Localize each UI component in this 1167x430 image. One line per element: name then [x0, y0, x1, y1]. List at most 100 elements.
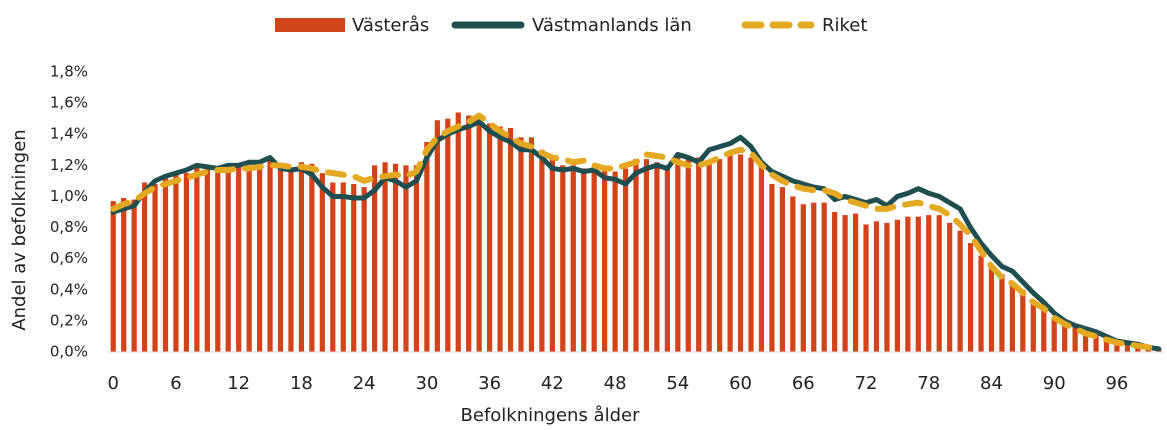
- line: [110, 112, 1162, 352]
- bar: [737, 154, 744, 352]
- bar: [403, 165, 409, 352]
- bar: [1030, 302, 1036, 352]
- y-tick-label: 0,0%: [50, 343, 88, 361]
- bar: [1041, 308, 1047, 352]
- bar: [852, 213, 859, 352]
- bar: [330, 182, 336, 352]
- bar: [570, 165, 576, 352]
- bar: [372, 165, 378, 352]
- bar: [173, 171, 179, 352]
- bar: [884, 222, 890, 352]
- y-tick-label: 1,0%: [50, 187, 88, 205]
- bar: [225, 168, 231, 352]
- bar: [1093, 333, 1099, 352]
- bar: [602, 165, 608, 352]
- bar: [497, 126, 503, 352]
- bar: [915, 216, 921, 352]
- bar: [800, 204, 806, 352]
- x-tick-label: 42: [541, 373, 564, 394]
- bar: [1051, 317, 1057, 352]
- bar: [162, 177, 169, 352]
- bar: [706, 162, 712, 352]
- bar: [413, 165, 420, 352]
- legend-label: Västerås: [352, 15, 429, 36]
- bar: [194, 165, 200, 352]
- x-tick-label: 90: [1043, 373, 1066, 394]
- bar: [110, 201, 116, 352]
- x-tick-label: 84: [980, 373, 1003, 394]
- bar: [549, 159, 555, 352]
- bar: [643, 159, 650, 352]
- bar: [999, 274, 1005, 352]
- bar: [309, 163, 315, 352]
- bar: [633, 159, 639, 352]
- bar: [821, 202, 827, 352]
- bar: [612, 171, 618, 352]
- x-tick-label: 0: [108, 373, 119, 394]
- bar: [967, 243, 974, 352]
- bar: [842, 215, 848, 352]
- x-tick-label: 24: [353, 373, 376, 394]
- bar: [1020, 289, 1026, 352]
- bar: [455, 112, 461, 352]
- bar: [267, 160, 273, 352]
- bar: [581, 168, 587, 352]
- bar: [779, 187, 785, 352]
- bar: [790, 196, 796, 352]
- x-tick-label: 66: [792, 373, 815, 394]
- x-tick-label: 30: [415, 373, 438, 394]
- bar: [685, 156, 691, 352]
- y-tick-label: 1,4%: [50, 125, 88, 143]
- bar: [487, 123, 493, 352]
- x-tick-label: 96: [1105, 373, 1128, 394]
- bar: [340, 182, 346, 352]
- bar: [873, 221, 880, 352]
- x-tick-label: 48: [604, 373, 627, 394]
- bar: [727, 154, 733, 352]
- bar: [277, 168, 284, 352]
- bar: [288, 168, 294, 352]
- y-tick-label: 0,4%: [50, 280, 88, 298]
- bar: [424, 142, 430, 352]
- bar: [591, 166, 597, 352]
- legend-label: Riket: [822, 15, 867, 36]
- bar: [769, 184, 775, 352]
- bar: [696, 157, 702, 352]
- legend-label: Västmanlands län: [532, 15, 692, 36]
- x-tick-label: 54: [666, 373, 689, 394]
- bar: [988, 266, 995, 352]
- bar: [936, 215, 942, 352]
- bar: [1124, 344, 1131, 352]
- bar: [539, 149, 545, 352]
- bar: [675, 152, 681, 352]
- y-axis-title: Andel av befolkningen: [9, 129, 30, 330]
- bar: [382, 162, 388, 352]
- bar: [654, 162, 660, 352]
- y-tick-label: 1,8%: [50, 63, 88, 81]
- bar: [748, 157, 754, 352]
- y-tick-label: 0,6%: [50, 249, 88, 267]
- x-tick-label: 60: [729, 373, 752, 394]
- bar: [905, 216, 911, 352]
- bar: [1103, 336, 1110, 352]
- bar: [246, 165, 252, 352]
- x-tick-label: 72: [855, 373, 878, 394]
- bar: [1082, 330, 1089, 352]
- bar: [476, 121, 482, 353]
- bar: [215, 170, 221, 352]
- bar: [1009, 282, 1016, 352]
- bar: [560, 165, 566, 352]
- bar: [256, 162, 263, 352]
- x-tick-label: 36: [478, 373, 501, 394]
- bar: [507, 128, 514, 352]
- y-tick-label: 1,2%: [50, 156, 88, 174]
- bar: [758, 165, 765, 352]
- bar: [152, 184, 158, 352]
- bar: [204, 168, 210, 352]
- bar: [361, 187, 367, 352]
- bar: [832, 212, 838, 352]
- y-tick-label: 0,8%: [50, 218, 88, 236]
- bar: [319, 173, 325, 352]
- bar: [947, 222, 953, 352]
